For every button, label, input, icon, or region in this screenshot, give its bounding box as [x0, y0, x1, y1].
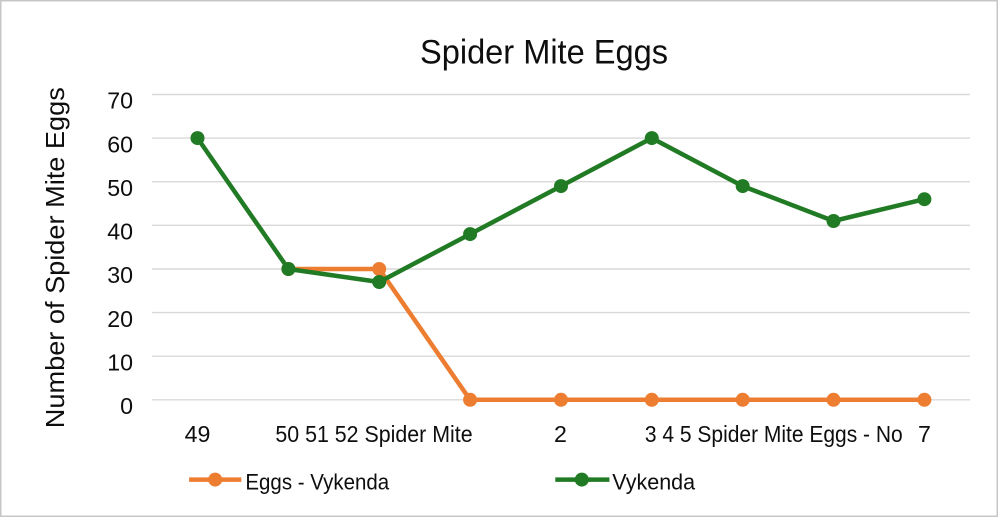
svg-text:20: 20 — [107, 306, 133, 332]
svg-text:Number of Spider Mite Eggs: Number of Spider Mite Eggs — [40, 87, 70, 428]
svg-text:40: 40 — [107, 219, 133, 245]
svg-text:30: 30 — [107, 262, 133, 288]
svg-text:50: 50 — [107, 175, 133, 201]
svg-text:7: 7 — [918, 421, 931, 447]
svg-text:10: 10 — [107, 349, 133, 375]
svg-text:Vykenda: Vykenda — [612, 470, 696, 495]
svg-text:Eggs - Vykenda: Eggs - Vykenda — [245, 470, 390, 495]
svg-text:Spider Mite Eggs: Spider Mite Eggs — [420, 34, 668, 72]
svg-text:0: 0 — [120, 393, 133, 419]
svg-text:70: 70 — [107, 88, 133, 114]
svg-text:49: 49 — [185, 421, 211, 447]
svg-text:50 51 52 Spider Mite: 50 51 52 Spider Mite — [275, 421, 472, 447]
svg-text:2: 2 — [554, 421, 567, 447]
svg-text:60: 60 — [107, 131, 133, 157]
svg-text:3 4 5 Spider Mite Eggs - No: 3 4 5 Spider Mite Eggs - No — [645, 421, 903, 447]
